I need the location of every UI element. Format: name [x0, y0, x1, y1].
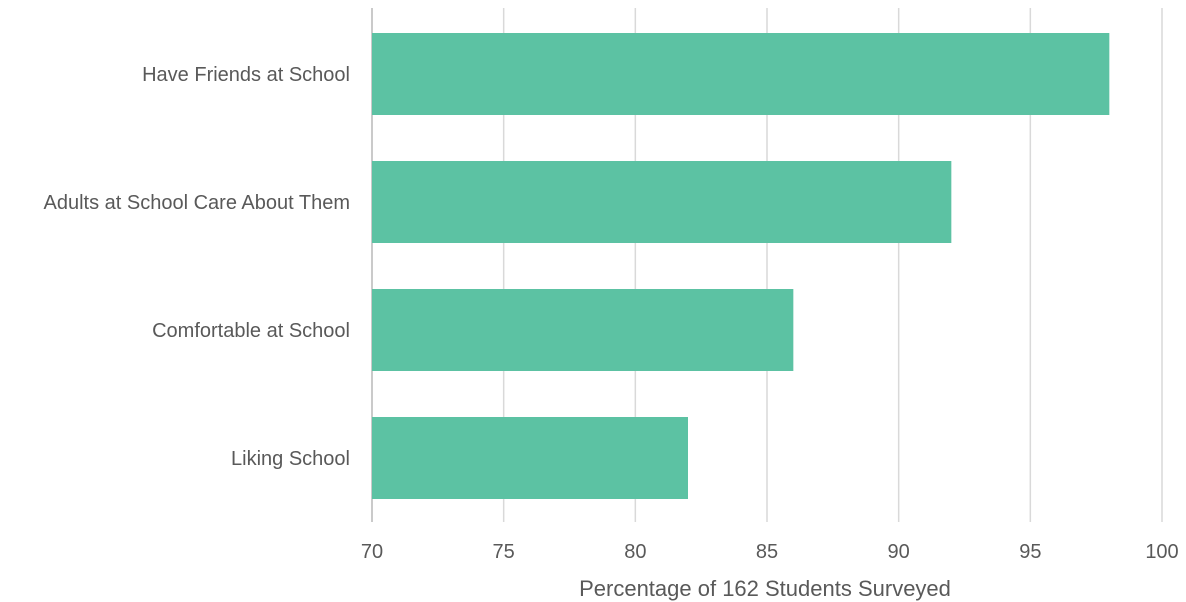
category-label-1: Adults at School Care About Them — [44, 192, 350, 214]
x-tick-label-95: 95 — [1019, 541, 1041, 563]
x-tick-label-75: 75 — [493, 541, 515, 563]
category-labels: Have Friends at School Adults at School C… — [44, 64, 350, 470]
x-tick-label-90: 90 — [888, 541, 910, 563]
x-tick-label-70: 70 — [361, 541, 383, 563]
x-tick-label-80: 80 — [624, 541, 646, 563]
x-axis-title: Percentage of 162 Students Surveyed — [579, 576, 951, 601]
x-tick-labels: 70 75 80 85 90 95 100 — [361, 541, 1179, 563]
bars — [372, 33, 1110, 499]
category-label-3: Liking School — [231, 448, 350, 470]
bar-0 — [372, 33, 1110, 115]
category-label-2: Comfortable at School — [152, 320, 350, 342]
x-tick-label-85: 85 — [756, 541, 778, 563]
category-label-0: Have Friends at School — [142, 64, 350, 86]
bar-3 — [372, 417, 688, 499]
bar-2 — [372, 289, 794, 371]
bar-1 — [372, 161, 952, 243]
x-tick-label-100: 100 — [1145, 541, 1178, 563]
